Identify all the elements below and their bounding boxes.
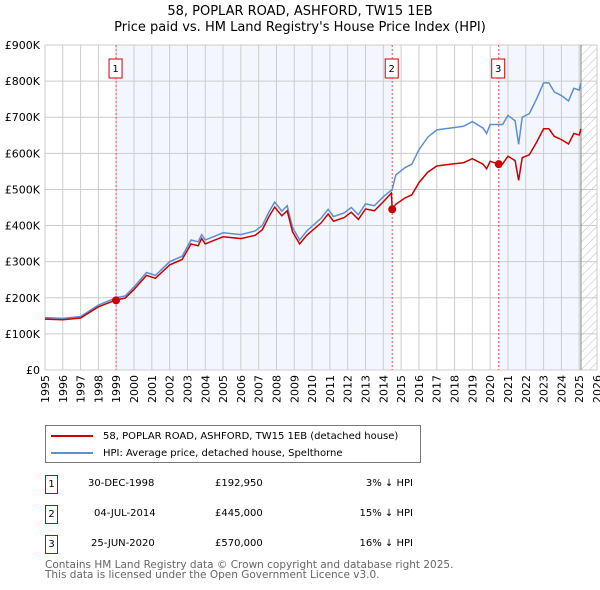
x-tick-label: 2003 xyxy=(181,375,194,403)
y-tick-label: £300K xyxy=(5,256,41,269)
x-tick-label: 2024 xyxy=(555,375,568,403)
sale-marker-box xyxy=(491,58,506,79)
shaded-period xyxy=(498,45,581,370)
chart-title: 58, POPLAR ROAD, ASHFORD, TW15 1EB xyxy=(167,4,433,19)
y-tick-label: £900K xyxy=(5,39,41,52)
sale-price: £570,000 xyxy=(215,538,263,549)
x-tick-label: 2021 xyxy=(502,375,515,403)
sale-hpi-diff: 15% ↓ HPI xyxy=(359,508,413,519)
chart-subtitle: Price paid vs. HM Land Registry's House … xyxy=(114,20,486,35)
legend-label-hpi: HPI: Average price, detached house, Spel… xyxy=(103,447,343,459)
x-tick-label: 2006 xyxy=(235,375,248,403)
x-tick-label: 2013 xyxy=(360,375,373,403)
sale-point xyxy=(494,160,503,169)
forecast-hatch xyxy=(580,45,597,370)
y-tick-label: £800K xyxy=(5,75,41,88)
legend-label-property: 58, POPLAR ROAD, ASHFORD, TW15 1EB (deta… xyxy=(103,430,399,442)
x-tick-label: 2004 xyxy=(199,375,212,403)
legend-swatch-hpi xyxy=(51,452,93,454)
sale-marker-label: 2 xyxy=(389,64,395,75)
x-tick-label: 2011 xyxy=(324,375,337,403)
sale-hpi-diff: 3% ↓ HPI xyxy=(365,478,413,489)
shaded-period xyxy=(116,45,393,370)
x-tick-label: 2020 xyxy=(484,375,497,403)
hpi-line xyxy=(44,82,582,320)
y-tick-label: £0 xyxy=(26,364,40,377)
sale-marker-box: 3 xyxy=(45,535,58,554)
x-tick-label: 1995 xyxy=(39,375,52,403)
y-tick-label: £100K xyxy=(5,328,41,341)
y-tick-label: £400K xyxy=(5,220,41,233)
sale-date: 25-JUN-2020 xyxy=(91,538,155,549)
x-tick-label: 2026 xyxy=(591,375,600,403)
sale-row: 1 30-DEC-1998 £192,950 3% ↓ HPI xyxy=(45,475,465,495)
x-tick-label: 2010 xyxy=(306,375,319,403)
x-tick-label: 2023 xyxy=(538,375,551,403)
footer-line: This data is licensed under the Open Gov… xyxy=(45,569,380,581)
footer: Contains HM Land Registry data © Crown c… xyxy=(45,559,454,581)
sale-marker-box: 1 xyxy=(45,475,58,494)
x-tick-label: 2017 xyxy=(431,375,444,403)
x-tick-label: 2009 xyxy=(288,375,301,403)
x-tick-label: 2025 xyxy=(573,375,586,403)
legend: 58, POPLAR ROAD, ASHFORD, TW15 1EB (deta… xyxy=(45,425,421,463)
sale-marker-box: 2 xyxy=(45,505,58,524)
price-chart: 1995 1996 1997 1998 1999 2000 2001 2002 2003 2004… xyxy=(5,39,600,403)
sale-point xyxy=(388,205,397,214)
sale-price: £445,000 xyxy=(215,508,263,519)
x-tick-label: 1998 xyxy=(92,375,105,403)
y-tick-label: £500K xyxy=(5,183,41,196)
y-tick-label: £200K xyxy=(5,292,41,305)
sale-marker-box xyxy=(108,58,123,79)
sale-price: £192,950 xyxy=(215,478,263,489)
footer-line: Contains HM Land Registry data © Crown c… xyxy=(45,559,454,571)
x-tick-label: 2007 xyxy=(253,375,266,403)
y-tick-label: £600K xyxy=(5,147,41,160)
x-tick-label: 2019 xyxy=(466,375,479,403)
sale-marker-label: 1 xyxy=(112,64,118,75)
sale-row: 2 04-JUL-2014 £445,000 15% ↓ HPI xyxy=(45,505,465,525)
x-tick-label: 2001 xyxy=(146,375,159,403)
x-tick-label: 2014 xyxy=(377,375,390,403)
sale-row: 3 25-JUN-2020 £570,000 16% ↓ HPI xyxy=(45,535,465,555)
x-tick-label: 2005 xyxy=(217,375,230,403)
x-tick-label: 2008 xyxy=(270,375,283,403)
x-tick-label: 2002 xyxy=(164,375,177,403)
sale-point xyxy=(112,296,121,305)
x-tick-label: 2000 xyxy=(128,375,141,403)
x-tick-label: 1999 xyxy=(110,375,123,403)
x-tick-label: 2015 xyxy=(395,375,408,403)
sale-marker-box xyxy=(384,58,399,79)
x-tick-label: 2016 xyxy=(413,375,426,403)
x-tick-label: 2018 xyxy=(449,375,462,403)
sale-date: 04-JUL-2014 xyxy=(94,508,156,519)
x-tick-label: 2012 xyxy=(342,375,355,403)
x-tick-label: 1996 xyxy=(57,375,70,403)
sale-date: 30-DEC-1998 xyxy=(88,478,155,489)
x-tick-label: 1997 xyxy=(75,375,88,403)
legend-swatch-property xyxy=(51,435,93,437)
sale-hpi-diff: 16% ↓ HPI xyxy=(359,538,413,549)
sale-marker-label: 3 xyxy=(495,64,501,75)
property-price-line xyxy=(44,128,582,321)
x-tick-label: 2022 xyxy=(520,375,533,403)
y-tick-label: £700K xyxy=(5,111,41,124)
